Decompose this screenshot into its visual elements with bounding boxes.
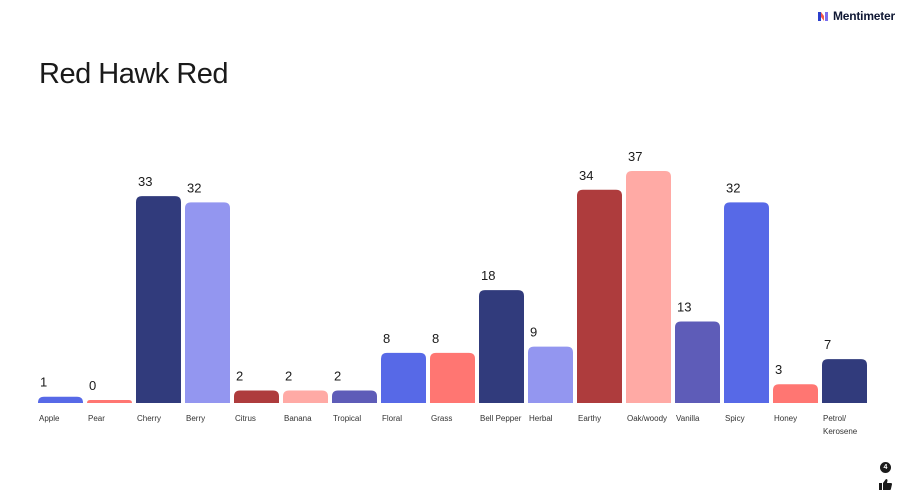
category-label-16-line-1: Kerosene (823, 427, 858, 436)
category-label-5: Banana (284, 414, 312, 423)
bar-value-label-3: 32 (187, 180, 201, 195)
bar-value-label-5: 2 (285, 368, 292, 383)
brand-name: Mentimeter (832, 9, 895, 23)
thumbs-up-icon[interactable] (879, 478, 892, 491)
bar-value-label-16: 7 (824, 337, 831, 352)
reactions-widget[interactable]: 4 (873, 462, 897, 494)
bar-4 (234, 390, 279, 403)
bar-value-label-1: 0 (89, 378, 96, 393)
bar-value-label-9: 18 (481, 268, 495, 283)
bar-8 (430, 352, 475, 403)
category-label-0: Apple (39, 414, 60, 423)
category-label-2: Cherry (137, 414, 161, 423)
bar-12 (626, 171, 671, 403)
category-label-11: Earthy (578, 414, 601, 423)
bar-value-label-6: 2 (334, 368, 341, 383)
bar-value-label-0: 1 (40, 375, 47, 390)
bar-10 (528, 346, 573, 403)
category-label-16-line-0: Petrol/ (823, 414, 847, 423)
bar-13 (675, 321, 720, 403)
bar-15 (773, 384, 818, 403)
category-label-10: Herbal (529, 414, 553, 423)
category-label-12: Oak/woody (627, 414, 667, 423)
bar-value-label-10: 9 (530, 325, 537, 340)
bar-2 (136, 196, 181, 403)
mentimeter-logo-icon (817, 11, 828, 21)
bar-5 (283, 390, 328, 403)
bar-value-label-15: 3 (775, 362, 782, 377)
category-label-9: Bell Pepper (480, 414, 522, 423)
brand-logo-wordmark: Mentimeter (817, 9, 895, 23)
category-label-7: Floral (382, 414, 402, 423)
bar-9 (479, 290, 524, 403)
category-label-8: Grass (431, 414, 452, 423)
bar-value-label-2: 33 (138, 174, 152, 189)
bar-14 (724, 202, 769, 403)
category-label-4: Citrus (235, 414, 256, 423)
category-label-6: Tropical (333, 414, 361, 423)
slide-title: Red Hawk Red (39, 58, 229, 90)
bar-value-label-4: 2 (236, 368, 243, 383)
bar-value-label-13: 13 (677, 299, 691, 314)
category-label-15: Honey (774, 414, 797, 423)
bar-11 (577, 189, 622, 403)
bar-3 (185, 202, 230, 403)
category-label-14: Spicy (725, 414, 745, 423)
bar-1 (87, 400, 132, 403)
category-label-13: Vanilla (676, 414, 700, 423)
bar-value-label-7: 8 (383, 331, 390, 346)
bar-0 (38, 396, 83, 403)
bar-value-label-11: 34 (579, 168, 593, 183)
bar-6 (332, 390, 377, 403)
category-label-3: Berry (186, 414, 205, 423)
bar-16 (822, 359, 867, 403)
category-label-1: Pear (88, 414, 105, 423)
bar-value-label-14: 32 (726, 180, 740, 195)
reaction-count-badge: 4 (880, 462, 891, 473)
bar-7 (381, 352, 426, 403)
bar-value-label-8: 8 (432, 331, 439, 346)
bar-value-label-12: 37 (628, 149, 642, 164)
